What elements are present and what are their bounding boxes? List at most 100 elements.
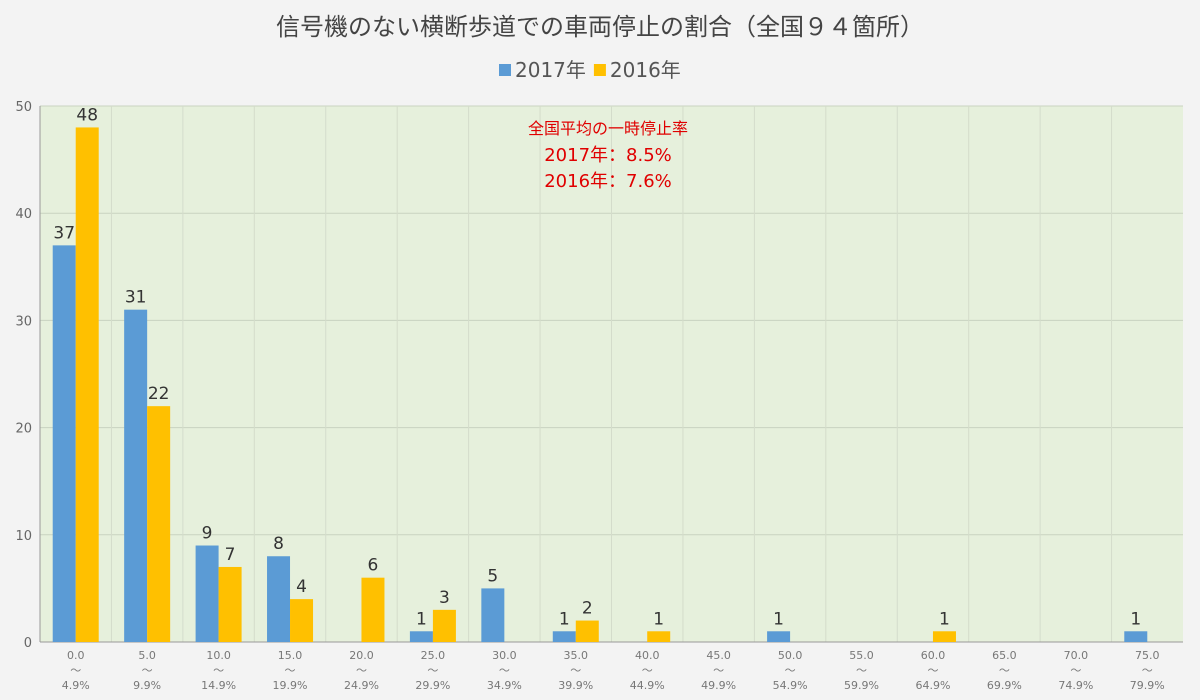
x-tick-label-end: 64.9% (915, 679, 950, 692)
bar-2016年 (647, 631, 671, 642)
x-tick-label-start: 65.0 (992, 649, 1017, 662)
x-tick-label-sep: ～ (642, 664, 653, 677)
data-label: 4 (296, 577, 307, 597)
bar-2017年 (767, 631, 791, 642)
x-tick-label-end: 74.9% (1058, 679, 1093, 692)
x-tick-label-start: 70.0 (1064, 649, 1089, 662)
axes: 0 10 20 30 40 50 0.0 ～ 4.9% 5.0 ～ 9.9% 10.0 ～ 14.9% 15.… (15, 100, 1183, 692)
x-tick-label-start: 55.0 (849, 649, 874, 662)
x-tick-label-start: 75.0 (1135, 649, 1160, 662)
x-tick-label-sep: ～ (499, 664, 510, 677)
bar-2017年 (1124, 631, 1148, 642)
x-tick-label-sep: ～ (1142, 664, 1153, 677)
x-tick-label-sep: ～ (785, 664, 796, 677)
x-tick-label-end: 69.9% (987, 679, 1022, 692)
bar-2016年 (932, 631, 956, 642)
x-tick-label-sep: ～ (1070, 664, 1081, 677)
x-tick-label-start: 50.0 (778, 649, 803, 662)
bar-2016年 (75, 127, 99, 642)
x-tick-label-start: 40.0 (635, 649, 660, 662)
legend-swatch (593, 64, 606, 76)
x-tick-label-end: 9.9% (133, 679, 161, 692)
x-tick-label-sep: ～ (856, 664, 867, 677)
data-label: 7 (225, 545, 236, 565)
annotation-line-2016: 2016年：7.6% (544, 171, 672, 192)
data-label: 1 (939, 609, 950, 629)
y-tick-label: 30 (15, 314, 32, 329)
x-tick-label-sep: ～ (213, 664, 224, 677)
chart-title: 信号機のない横断歩道での車両停止の割合（全国９４箇所） (276, 13, 924, 41)
x-tick-label-sep: ～ (356, 664, 367, 677)
bar-2017年 (409, 631, 433, 642)
y-tick-label: 10 (15, 529, 32, 544)
x-tick-label-start: 30.0 (492, 649, 517, 662)
legend-label: 2016年 (610, 58, 681, 82)
x-tick-label-end: 19.9% (273, 679, 308, 692)
x-tick-label-end: 79.9% (1130, 679, 1165, 692)
bar-2016年 (290, 599, 314, 642)
x-tick-label-end: 39.9% (558, 679, 593, 692)
annotation-heading: 全国平均の一時停止率 (528, 119, 688, 138)
y-tick-label: 50 (15, 100, 32, 115)
bar-2017年 (52, 245, 76, 643)
legend-swatch (499, 64, 511, 76)
x-tick-label-start: 10.0 (206, 649, 231, 662)
data-label: 48 (76, 105, 98, 125)
bar-2017年 (552, 631, 576, 642)
x-tick-label-sep: ～ (927, 664, 938, 677)
annotation-box: 全国平均の一時停止率 2017年：8.5% 2016年：7.6% (528, 119, 688, 192)
x-tick-label-end: 59.9% (844, 679, 879, 692)
x-tick-label-start: 15.0 (278, 649, 303, 662)
data-label: 6 (368, 556, 379, 576)
bar-2017年 (481, 588, 505, 642)
x-tick-label-start: 60.0 (921, 649, 946, 662)
x-tick-label-end: 54.9% (773, 679, 808, 692)
x-tick-label-sep: ～ (999, 664, 1010, 677)
x-tick-label-end: 24.9% (344, 679, 379, 692)
data-label: 2 (582, 599, 593, 619)
data-label: 1 (773, 609, 784, 629)
y-tick-label: 40 (15, 207, 32, 222)
data-label: 3 (439, 588, 450, 608)
x-tick-label-start: 25.0 (421, 649, 446, 662)
data-label: 37 (53, 223, 75, 243)
x-tick-label-sep: ～ (285, 664, 296, 677)
legend: 2017年 2016年 (499, 58, 681, 82)
data-label: 1 (559, 609, 570, 629)
data-label: 5 (487, 566, 498, 586)
bar-2017年 (124, 309, 148, 642)
data-label: 1 (653, 609, 664, 629)
y-tick-label: 20 (15, 422, 32, 437)
x-tick-label-sep: ～ (427, 664, 438, 677)
x-tick-label-start: 45.0 (706, 649, 731, 662)
bar-2016年 (218, 566, 242, 642)
bar-2016年 (575, 620, 599, 642)
x-tick-label-end: 49.9% (701, 679, 736, 692)
x-tick-label-sep: ～ (142, 664, 153, 677)
x-tick-label-start: 0.0 (67, 649, 85, 662)
data-label: 1 (1130, 609, 1141, 629)
data-label: 9 (202, 524, 213, 544)
bar-2016年 (147, 406, 171, 642)
annotation-line-2017: 2017年：8.5% (544, 145, 672, 166)
data-label: 1 (416, 609, 427, 629)
x-tick-label-end: 4.9% (62, 679, 90, 692)
data-label: 22 (148, 384, 170, 404)
gridlines (40, 105, 1183, 642)
x-tick-label-start: 20.0 (349, 649, 374, 662)
x-tick-label-start: 35.0 (564, 649, 589, 662)
x-tick-label-start: 5.0 (138, 649, 156, 662)
legend-label: 2017年 (515, 58, 586, 82)
y-tick-label: 0 (24, 636, 32, 651)
bar-2017年 (267, 556, 291, 642)
data-label: 31 (125, 288, 147, 308)
x-tick-label-end: 34.9% (487, 679, 522, 692)
x-tick-label-sep: ～ (70, 664, 81, 677)
x-tick-label-sep: ～ (713, 664, 724, 677)
data-label: 8 (273, 534, 284, 554)
x-tick-label-sep: ～ (570, 664, 581, 677)
bar-2017年 (195, 545, 219, 642)
